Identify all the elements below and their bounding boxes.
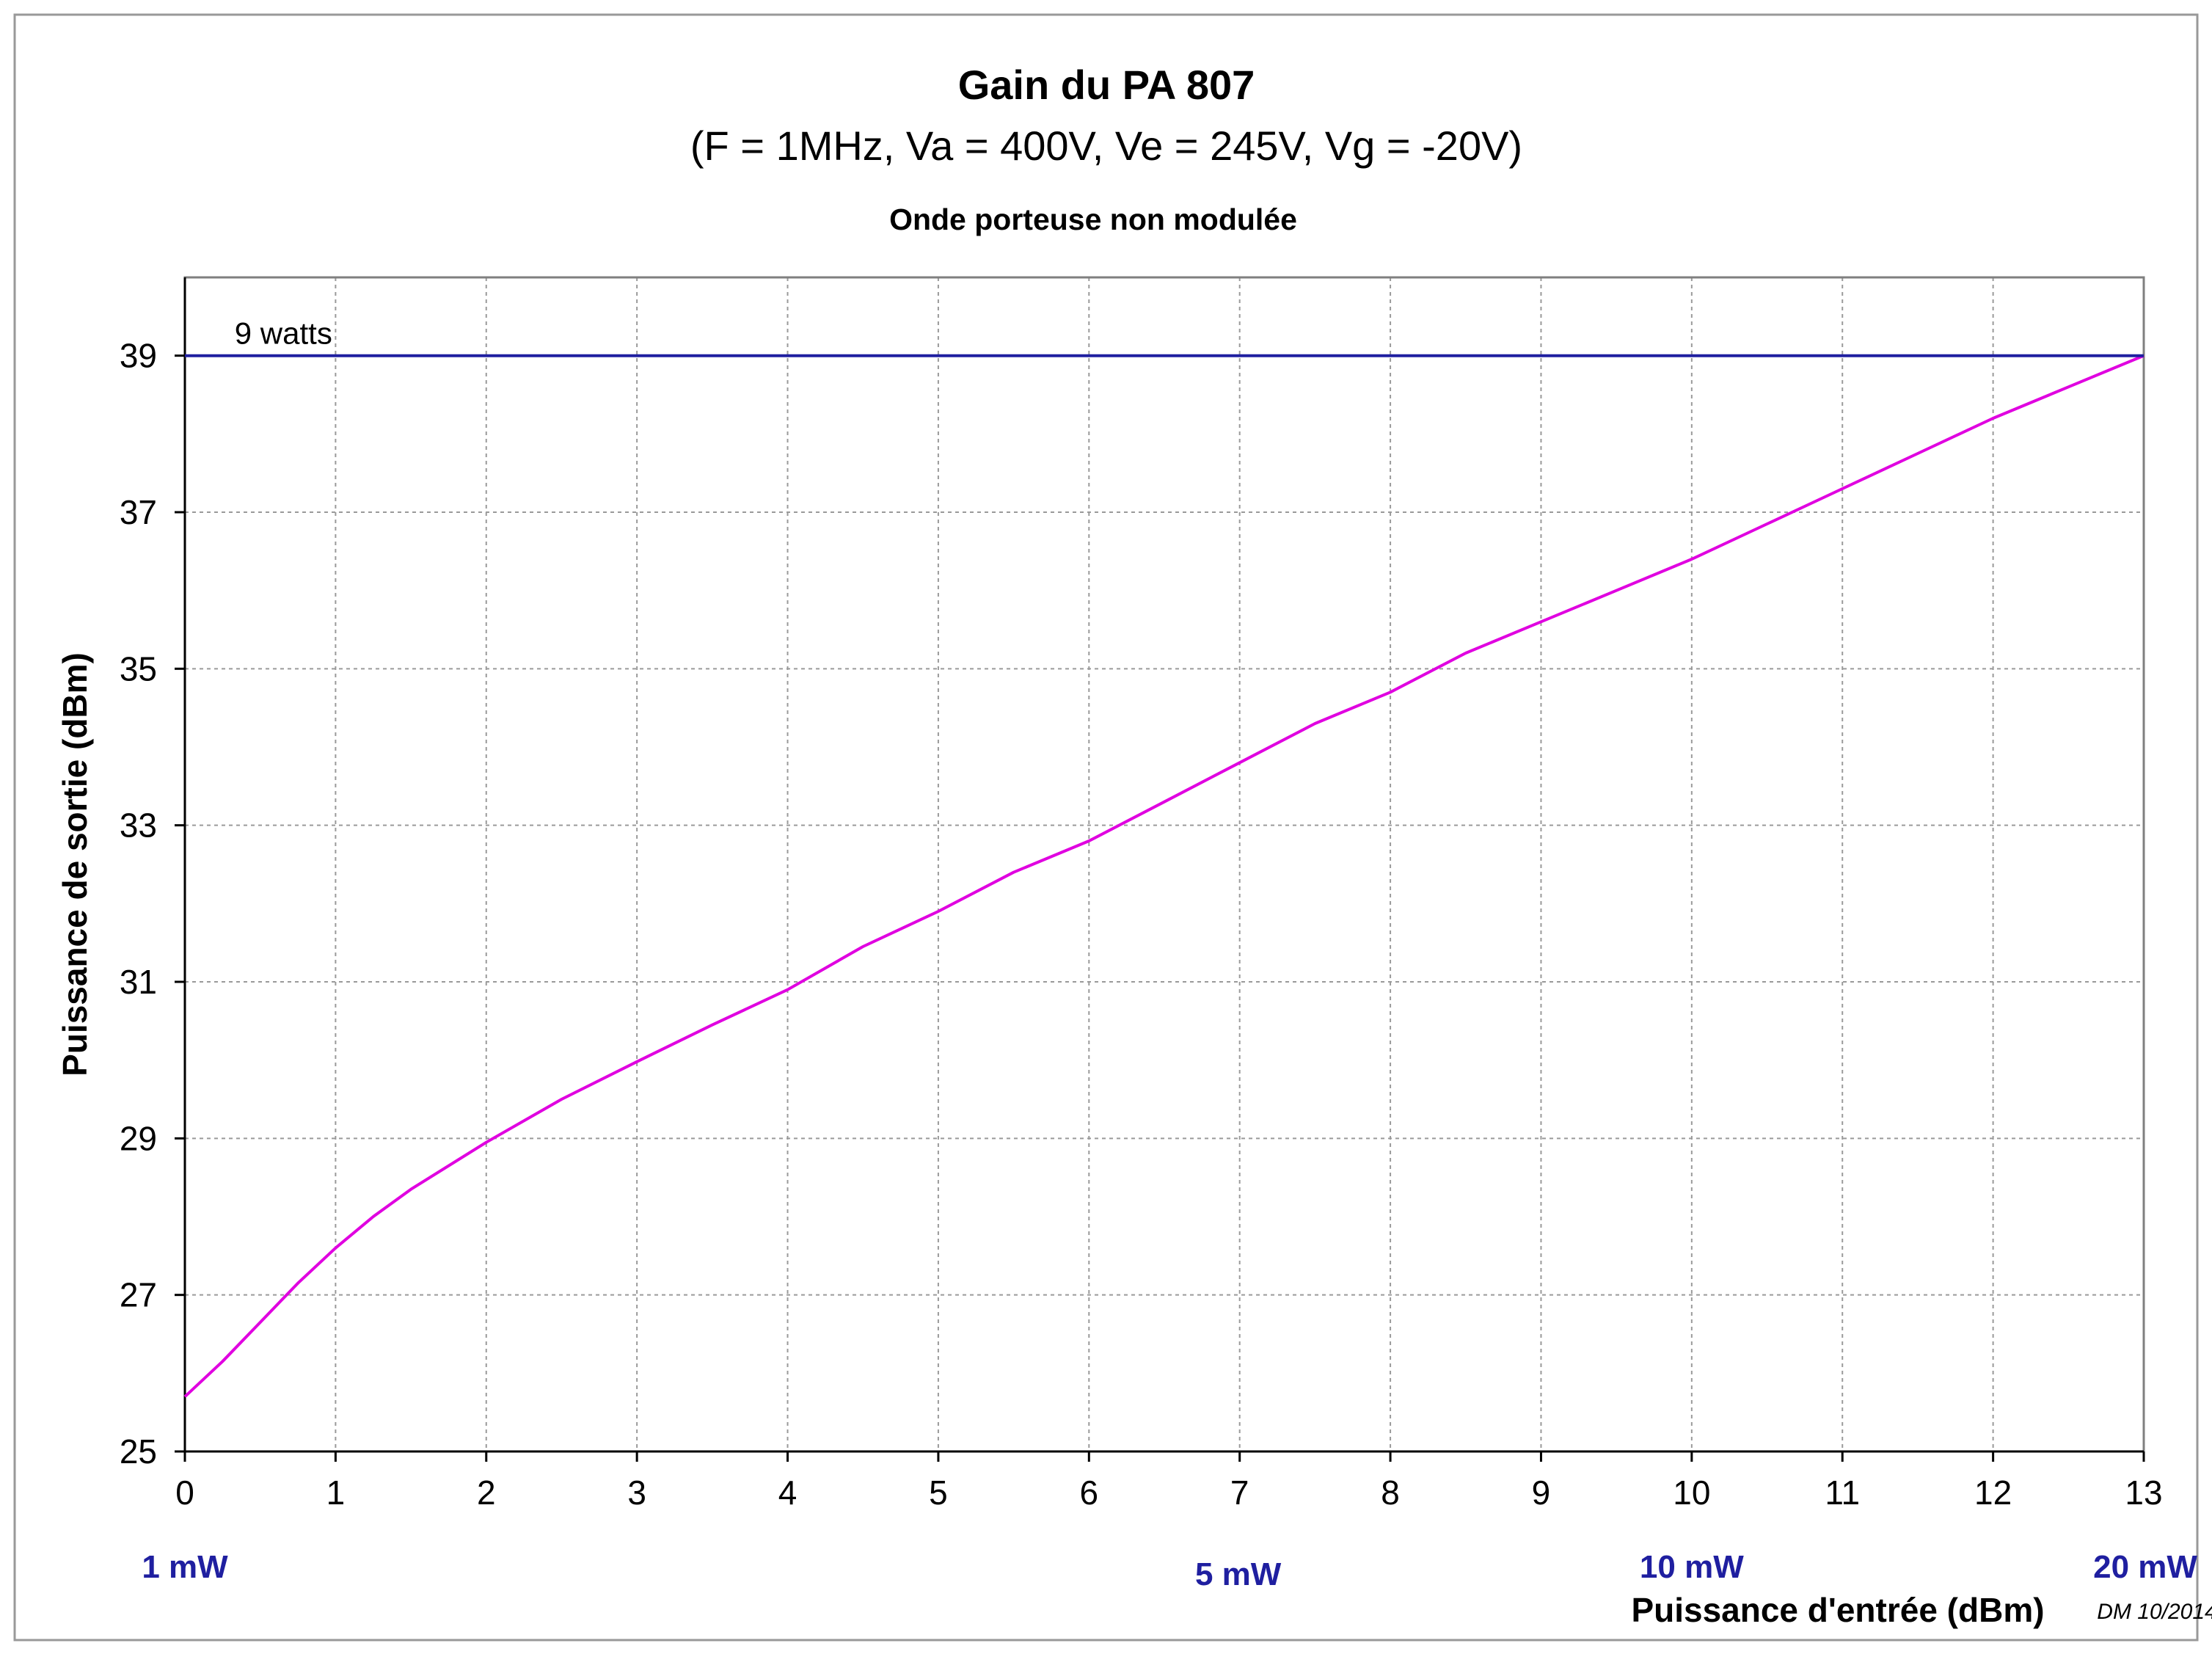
x-tick-label: 10 [1673,1473,1710,1512]
credit-text: DM 10/2014 [2097,1600,2212,1624]
x-axis-label: Puissance d'entrée (dBm) [1631,1591,2044,1629]
chart-frame [13,13,2199,1642]
x-tick-label: 1 [326,1473,346,1512]
chart-title: Gain du PA 807 [958,62,1255,108]
series [183,354,2145,1398]
y-tick-label: 27 [120,1276,157,1314]
x-tick-label: 8 [1381,1473,1400,1512]
x-tick-label: 12 [1974,1473,2012,1512]
labels: 9 watts 1 mW 5 mW 10 mW 20 mW [142,316,2197,1592]
y-axis-label: Puissance de sortie (dBm) [56,652,94,1076]
y-tick-label: 39 [120,337,157,375]
y-tick-label: 33 [120,806,157,845]
x-tick-label: 6 [1080,1473,1099,1512]
x-tick-label: 5 [929,1473,948,1512]
x-tick-label: 2 [477,1473,496,1512]
x-tick-label: 7 [1230,1473,1249,1512]
x-tick-label: 13 [2125,1473,2162,1512]
x-tick-label: 9 [1532,1473,1551,1512]
x-tick-label: 0 [175,1473,194,1512]
gain-curve-line [183,354,2145,1398]
y-tick-label: 35 [120,649,157,688]
y-tick-label: 37 [120,493,157,531]
y-tick-label: 31 [120,963,157,1001]
y-tick-label: 25 [120,1432,157,1471]
y-tick-label: 29 [120,1119,157,1157]
x-tick-label: 11 [1825,1473,1860,1512]
annotation-label: 9 watts [235,316,332,351]
mw-label: 1 mW [142,1549,228,1585]
grid [185,277,2144,1451]
mw-label: 20 mW [2093,1549,2197,1585]
chart-subtitle-2: Onde porteuse non modulée [889,203,1297,236]
mw-label: 10 mW [1640,1549,1744,1585]
x-tick-label: 4 [778,1473,797,1512]
chart-subtitle: (F = 1MHz, Va = 400V, Ve = 245V, Vg = -2… [690,123,1522,169]
mw-label: 5 mW [1195,1556,1282,1592]
x-tick-label: 3 [627,1473,646,1512]
